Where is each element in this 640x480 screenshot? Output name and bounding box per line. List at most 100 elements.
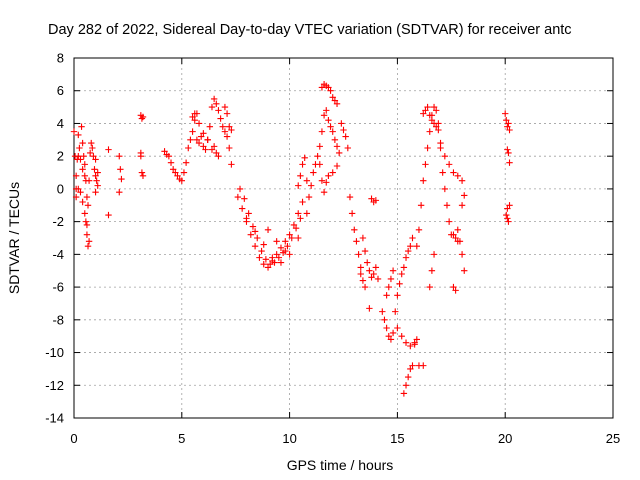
data-point [290, 221, 298, 229]
y-tick-label: 2 [57, 149, 64, 164]
data-point [191, 110, 198, 117]
data-point [325, 84, 332, 91]
data-point [169, 166, 177, 173]
data-point [228, 161, 235, 168]
data-point [458, 177, 466, 184]
data-point [450, 283, 457, 291]
data-point [505, 149, 512, 157]
data-point [174, 172, 181, 180]
data-point [503, 211, 510, 219]
data-point [288, 234, 295, 242]
data-point [454, 172, 461, 180]
data-point [394, 324, 401, 332]
data-point [452, 287, 459, 294]
data-point [318, 177, 326, 184]
data-point [461, 192, 468, 199]
y-axis-label: SDTVAR / TECUs [6, 182, 22, 294]
data-point [385, 283, 392, 291]
data-point [325, 116, 332, 124]
data-point [335, 149, 343, 157]
data-point [398, 270, 405, 278]
data-point [139, 172, 147, 180]
data-point [94, 169, 101, 176]
data-point [331, 136, 339, 144]
data-point [424, 144, 431, 152]
data-point [400, 264, 408, 271]
data-point [75, 131, 82, 139]
data-point [404, 373, 412, 381]
data-point [226, 123, 233, 130]
data-point [396, 280, 403, 288]
data-point [303, 210, 311, 217]
series-midday-trough [234, 185, 311, 271]
data-point [221, 103, 229, 111]
data-point [420, 362, 427, 369]
x-tick-label: 15 [390, 431, 404, 446]
data-point [77, 156, 84, 163]
data-point [243, 215, 250, 222]
data-point [139, 113, 147, 121]
data-point [333, 143, 341, 150]
data-point [219, 123, 226, 130]
data-point [284, 242, 291, 250]
data-point [506, 126, 513, 134]
data-point [137, 152, 145, 160]
data-point [80, 152, 87, 160]
data-point [426, 128, 433, 135]
data-point [359, 277, 367, 284]
data-point [118, 175, 125, 183]
data-point [79, 198, 86, 206]
x-tick-label: 10 [282, 431, 296, 446]
data-point [247, 231, 254, 238]
series-morning-rise [161, 95, 235, 184]
data-point [200, 143, 207, 150]
data-point [422, 107, 429, 114]
data-point [223, 133, 231, 140]
data-point [433, 107, 440, 114]
data-point [361, 247, 369, 255]
data-point [316, 161, 323, 168]
data-point [77, 188, 84, 196]
data-point [310, 169, 317, 176]
data-point [398, 332, 405, 340]
y-tick-label: -4 [52, 247, 64, 262]
data-point [366, 305, 373, 312]
data-point [76, 144, 83, 152]
x-tick-label: 0 [70, 431, 77, 446]
data-point [441, 185, 449, 193]
data-point [353, 238, 360, 245]
data-point [292, 224, 300, 232]
data-point [264, 264, 272, 271]
data-point [424, 103, 431, 111]
chart-title: Day 282 of 2022, Sidereal Day-to-day VTE… [48, 22, 572, 38]
data-point [82, 218, 90, 225]
data-point [417, 202, 425, 209]
y-tick-label: -12 [45, 378, 64, 393]
data-point [83, 231, 91, 238]
data-point [105, 211, 112, 219]
data-point [93, 177, 100, 184]
data-point [318, 128, 326, 135]
data-point [273, 251, 280, 258]
data-point [245, 210, 252, 217]
data-point [409, 362, 416, 369]
data-point [91, 166, 98, 173]
data-point [223, 110, 231, 117]
data-point [84, 242, 92, 250]
data-point [387, 336, 395, 343]
data-point [342, 133, 349, 140]
data-point [428, 116, 436, 124]
data-point [81, 210, 88, 217]
data-point [116, 188, 123, 196]
data-point [383, 324, 390, 332]
data-point [89, 144, 96, 152]
series-noon-peak [295, 80, 352, 201]
data-point [323, 107, 330, 114]
data-point [379, 308, 386, 315]
data-point [185, 144, 192, 152]
data-point [180, 169, 188, 176]
data-point [411, 341, 418, 348]
data-point [387, 275, 395, 283]
data-point [262, 256, 270, 263]
data-point [167, 159, 175, 166]
